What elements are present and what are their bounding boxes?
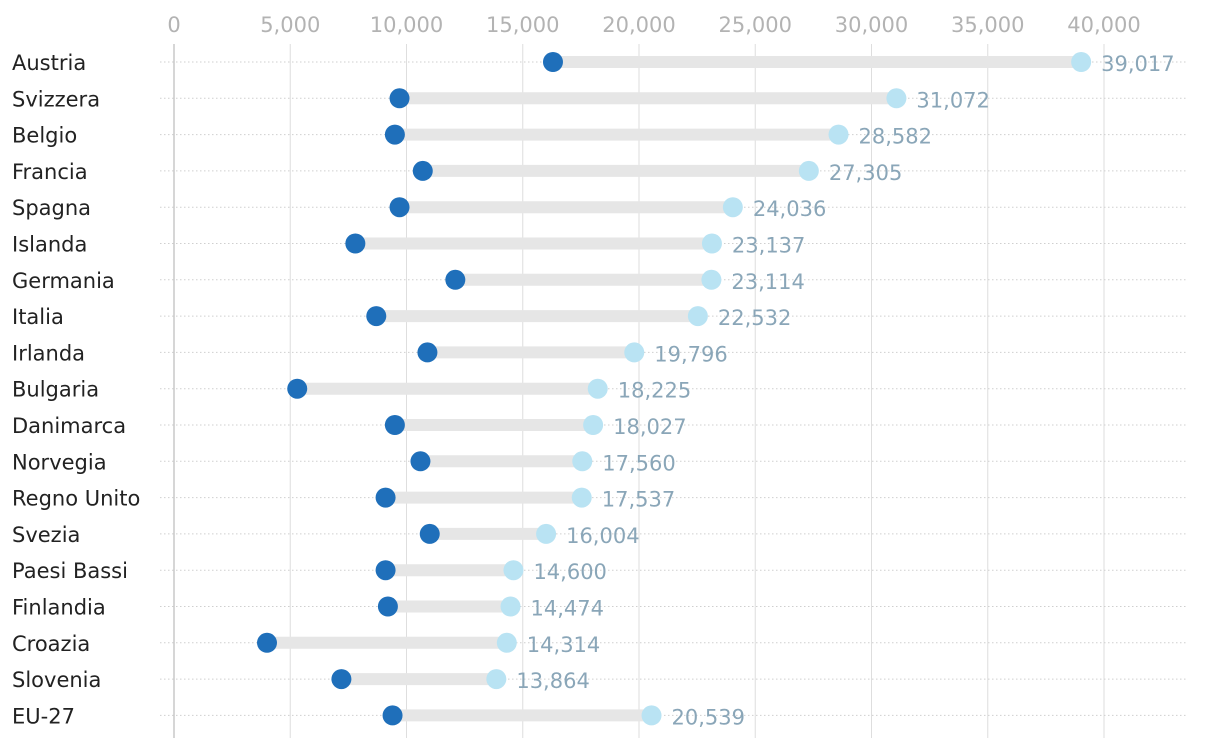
category-label: Austria: [12, 51, 86, 75]
x-tick-label: 20,000: [602, 13, 675, 37]
x-tick-label: 30,000: [835, 13, 908, 37]
grid-layer: [173, 44, 1105, 738]
value-label: 39,017: [1101, 52, 1174, 76]
value-label: 14,314: [527, 633, 600, 657]
value-label: 19,796: [654, 342, 727, 366]
start-dot: [445, 269, 466, 290]
end-dot: [641, 705, 662, 726]
category-label: Finlandia: [12, 596, 106, 620]
category-label: Germania: [12, 269, 115, 293]
end-dot: [486, 669, 507, 690]
value-label: 18,027: [613, 415, 686, 439]
value-label: 23,137: [732, 234, 805, 258]
category-label: Irlanda: [12, 341, 85, 365]
x-tick-label: 0: [167, 13, 180, 37]
start-dot: [257, 632, 277, 653]
start-dot: [345, 233, 366, 254]
category-label: Svezia: [12, 523, 80, 547]
dots-layer: [257, 52, 1092, 726]
x-axis: 0 5,000 10,000 15,000 20,000 25,000 30,000 35,0…: [167, 13, 1140, 37]
x-tick-label: 5,000: [260, 13, 320, 37]
connector-bars-layer: [267, 56, 1082, 722]
labels-layer: Austria 39,017 Svizzera 31,072 Belgio 28,582 F…: [12, 51, 1175, 729]
value-label: 24,036: [753, 197, 826, 221]
x-tick-label: 35,000: [951, 13, 1024, 37]
value-label: 20,539: [672, 705, 745, 729]
category-label: Svizzera: [12, 87, 100, 111]
start-dot: [375, 487, 396, 508]
end-dot: [587, 378, 608, 399]
value-label: 22,532: [718, 306, 791, 330]
row-lines-layer: [160, 61, 1188, 716]
end-dot: [798, 160, 819, 181]
category-label: Bulgaria: [12, 378, 99, 402]
start-dot: [417, 342, 438, 363]
end-dot: [701, 233, 722, 254]
start-dot: [389, 88, 410, 109]
end-dot: [583, 415, 604, 435]
start-dot: [375, 560, 396, 581]
end-dot: [722, 197, 743, 218]
category-label: Islanda: [12, 233, 87, 257]
value-label: 14,600: [533, 560, 606, 584]
x-tick-label: 25,000: [719, 13, 792, 37]
start-dot: [412, 160, 433, 181]
x-tick-label: 40,000: [1067, 13, 1140, 37]
start-dot: [377, 596, 398, 617]
start-dot: [410, 451, 431, 472]
end-dot: [624, 342, 645, 363]
start-dot: [384, 124, 405, 145]
end-dot: [701, 269, 722, 290]
start-dot: [366, 306, 387, 327]
category-label: Slovenia: [12, 668, 101, 692]
end-dot: [828, 124, 849, 145]
end-dot: [1071, 52, 1092, 72]
value-label: 27,305: [829, 161, 902, 185]
end-dot: [571, 487, 592, 508]
value-label: 13,864: [516, 669, 589, 693]
category-label: Francia: [12, 160, 88, 184]
start-dot: [389, 197, 410, 218]
value-label: 28,582: [859, 125, 932, 149]
value-label: 31,072: [916, 88, 989, 112]
end-dot: [572, 451, 593, 472]
start-dot: [331, 669, 352, 690]
end-dot: [687, 306, 708, 327]
category-label: EU-27: [12, 704, 75, 728]
x-tick-label: 15,000: [486, 13, 559, 37]
value-label: 14,474: [531, 597, 604, 621]
category-label: Belgio: [12, 124, 77, 148]
start-dot: [419, 523, 440, 544]
start-dot: [287, 378, 308, 399]
category-label: Spagna: [12, 196, 91, 220]
end-dot: [886, 88, 907, 109]
value-label: 17,560: [602, 451, 675, 475]
value-label: 16,004: [566, 524, 639, 548]
category-label: Norvegia: [12, 450, 107, 474]
category-label: Italia: [12, 305, 64, 329]
category-label: Danimarca: [12, 414, 126, 438]
end-dot: [503, 560, 524, 581]
value-label: 17,537: [602, 488, 675, 512]
end-dot: [500, 596, 521, 617]
value-label: 23,114: [731, 270, 804, 294]
end-dot: [536, 523, 557, 544]
start-dot: [382, 705, 403, 726]
category-label: Croazia: [12, 632, 90, 656]
start-dot: [384, 415, 405, 435]
category-label: Regno Unito: [12, 487, 140, 511]
start-dot: [542, 52, 563, 72]
value-label: 18,225: [618, 379, 691, 403]
end-dot: [496, 632, 517, 653]
category-label: Paesi Bassi: [12, 559, 128, 583]
x-tick-label: 10,000: [370, 13, 443, 37]
